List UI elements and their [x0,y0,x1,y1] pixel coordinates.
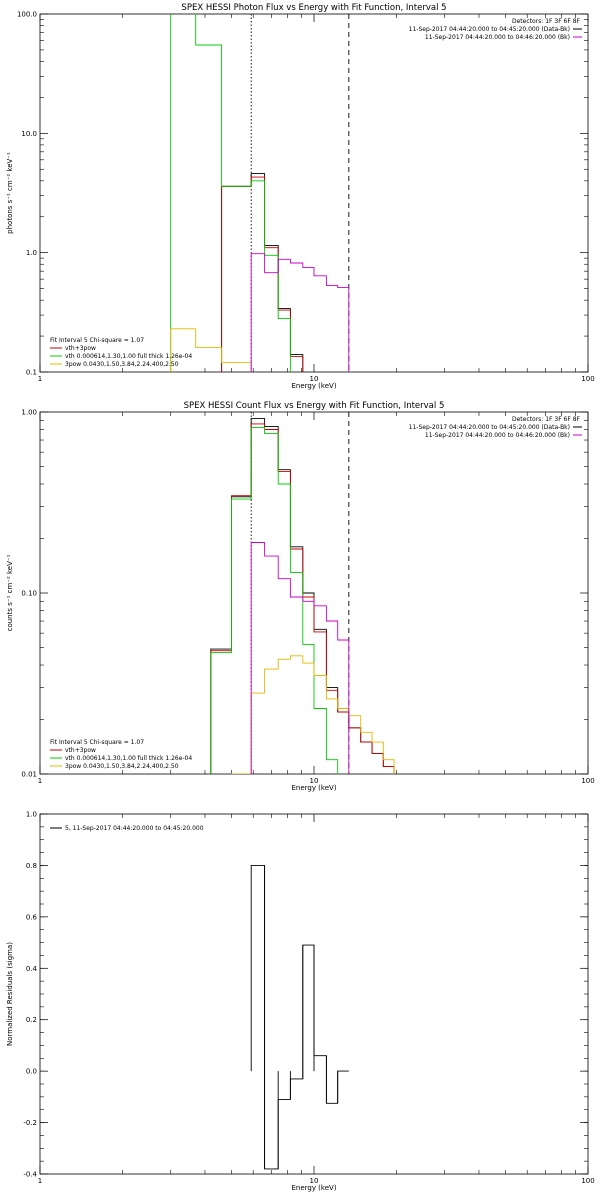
legend-entry-label: 3pow 0.0430,1.50,3.84,2.24,400,2.50 [65,361,179,368]
legend-entry-label: vth+3pow [65,747,96,754]
y-tick-label: 1.0 [26,811,37,819]
legend-entry-label: vth+3pow [65,345,96,352]
y-tick-label: 0.4 [26,965,38,973]
legend-entry-label: 3pow 0.0430,1.50,3.84,2.24,400,2.50 [65,763,179,770]
y-tick-label: -0.2 [23,1119,37,1127]
series-pow [170,328,252,372]
chart-panel-3: Energy (keV) Normalized Residuals (sigma)… [6,811,595,1193]
series-group [170,14,350,372]
series-data [221,173,304,372]
x-tick-label: 1 [38,375,42,383]
x-axis-label: Energy (keV) [291,1184,336,1192]
legend-entry-label: 5, 11-Sep-2017 04:44:20.000 to 04:45:20.… [65,825,204,832]
series-bk [250,542,350,774]
x-tick-label: 100 [581,1177,594,1185]
fit-info-label: Fit Interval 5 Chi-square = 1.07 [50,739,144,746]
x-tick-label: 100 [581,777,594,785]
series-group [250,864,349,1170]
legend-entry-label: vth 0.000614,1.30,1.00 full thick 1.26e-… [65,353,192,360]
fit-info-label: Fit Interval 5 Chi-square = 1.07 [50,337,144,344]
y-tick-label: 1.0 [26,249,37,257]
y-axis-label: counts s⁻¹ cm⁻² keV⁻¹ [6,554,14,631]
series-pow [231,655,395,774]
y-axis-label: Normalized Residuals (sigma) [6,942,14,1046]
chart-panel-2: SPEX HESSI Count Flux vs Energy with Fit… [6,401,595,792]
y-tick-label: 0.1 [26,369,37,377]
x-tick-label: 100 [581,375,594,383]
y-tick-label: 0.01 [21,771,37,779]
time-range-legend-label: 11-Sep-2017 04:44:20.000 to 04:46:20.000… [425,34,570,41]
legend-entry-label: vth 0.000614,1.30,1.00 full thick 1.26e-… [65,755,192,762]
x-tick-label: 1 [38,1177,42,1185]
time-range-legend-label: 11-Sep-2017 04:44:20.000 to 04:45:20.000… [409,26,570,33]
x-axis-label: Energy (keV) [291,382,336,390]
y-tick-label: 1.00 [21,409,37,417]
series-vth [170,14,291,372]
series-residuals [250,864,349,1170]
x-tick-label: 1 [38,777,42,785]
y-tick-label: 10.0 [21,130,37,138]
x-tick-label: 10 [310,1177,319,1185]
chart-title: SPEX HESSI Count Flux vs Energy with Fit… [184,401,445,411]
chart-title: SPEX HESSI Photon Flux vs Energy with Fi… [181,3,446,13]
series-total [221,176,304,372]
x-tick-label: 10 [310,777,319,785]
plot-frame [39,13,589,373]
y-tick-label: 0.6 [26,913,38,921]
time-range-legend-label: 11-Sep-2017 04:44:20.000 to 04:46:20.000… [425,432,570,439]
y-tick-label: 100.0 [17,11,37,19]
y-axis-label: photons s⁻¹ cm⁻² keV⁻¹ [6,152,14,234]
chart-panel-1: SPEX HESSI Photon Flux vs Energy with Fi… [6,3,595,390]
y-tick-label: 0.2 [26,1016,37,1024]
y-tick-label: 0.8 [26,862,37,870]
y-tick-label: 0.10 [21,590,37,598]
detectors-label: Detectors: 1F 3F 6F 8F [512,18,581,25]
detectors-label: Detectors: 1F 3F 6F 8F [512,416,581,423]
y-tick-label: 0.0 [26,1068,37,1076]
time-range-legend-label: 11-Sep-2017 04:44:20.000 to 04:45:20.000… [409,424,570,431]
series-group [210,418,395,774]
y-tick-label: -0.4 [23,1171,37,1179]
x-axis-label: Energy (keV) [291,784,336,792]
series-vth [210,427,339,774]
x-tick-label: 10 [310,375,319,383]
series-bk [250,253,350,372]
